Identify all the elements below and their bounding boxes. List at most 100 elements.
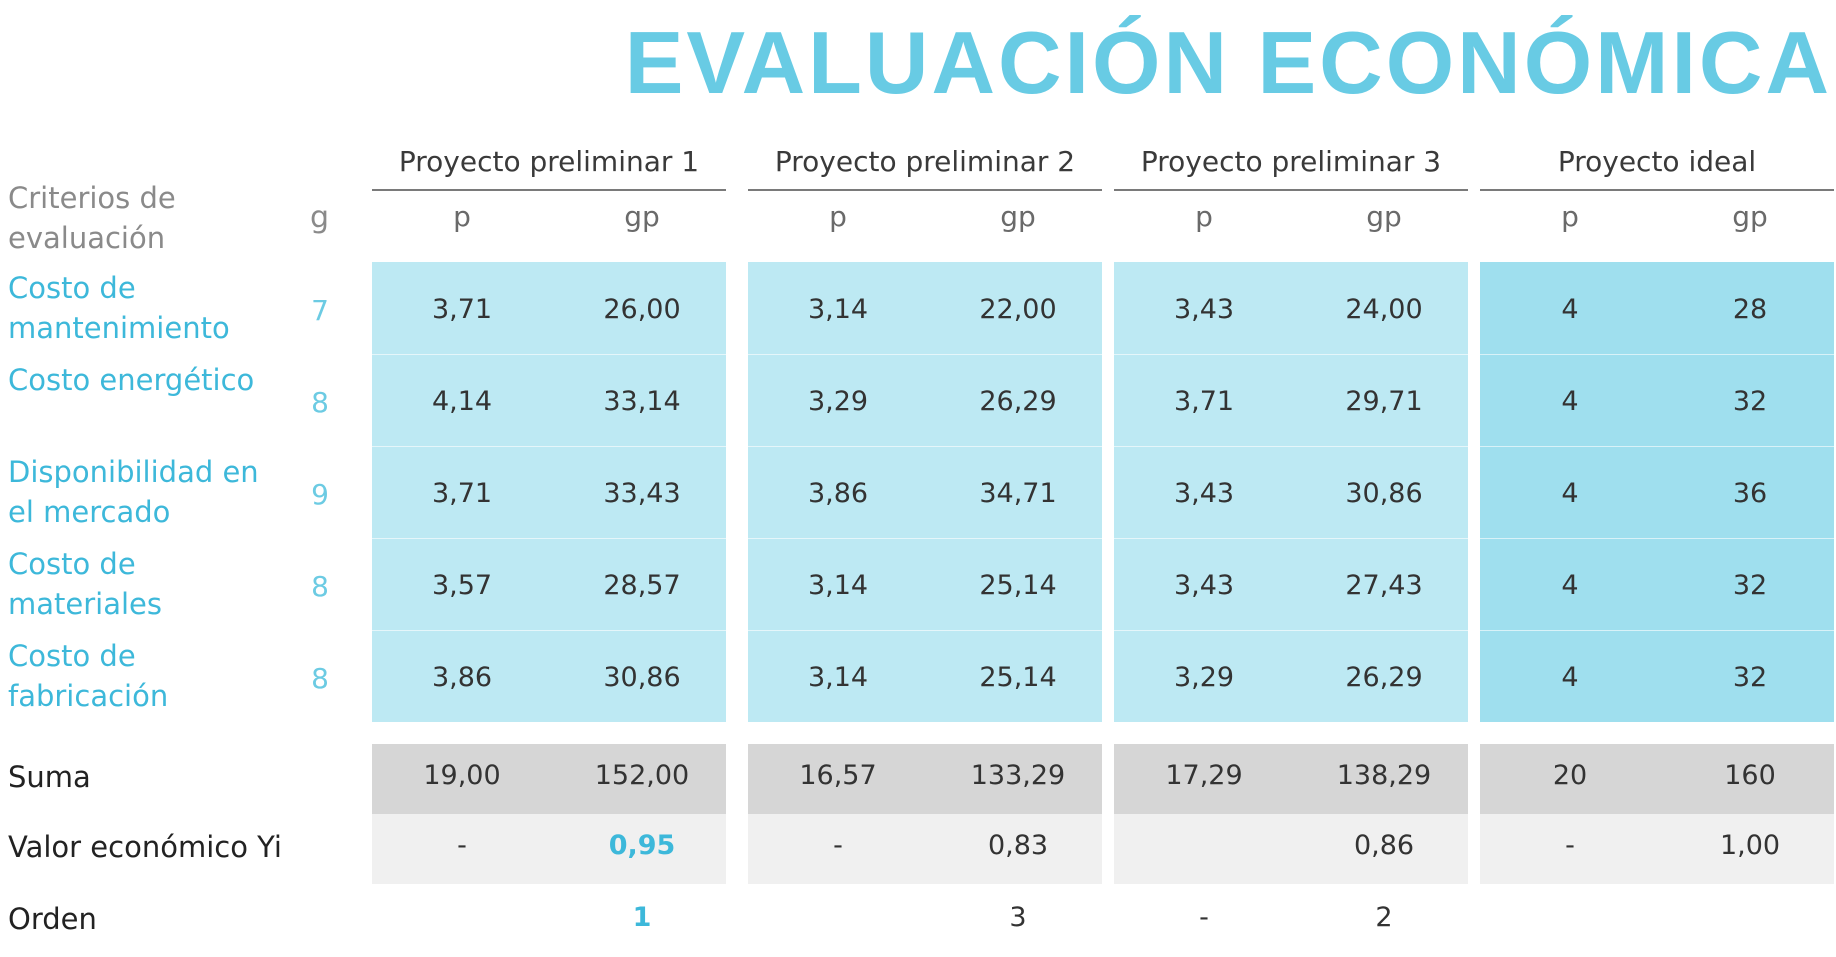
gp-cell: 26,00 [603, 294, 681, 325]
p-subheader: p [1195, 200, 1213, 233]
p-cell: 3,29 [1173, 662, 1235, 693]
p-cell: 3,29 [807, 386, 869, 417]
p-cell: 3,14 [807, 570, 869, 601]
row-separator [1480, 446, 1834, 447]
p-subheader: p [1561, 200, 1579, 233]
gp-cell: 29,71 [1345, 386, 1423, 417]
p-cell: 3,57 [431, 570, 493, 601]
p-cell: 4 [1561, 294, 1579, 325]
gp-cell: 28 [1732, 294, 1768, 325]
p-cell: 4 [1561, 478, 1579, 509]
row-separator [372, 354, 726, 355]
valor-block [1480, 814, 1834, 884]
criterion-weight: 8 [311, 570, 329, 603]
gp-subheader: gp [624, 200, 660, 233]
gp-cell: 32 [1732, 570, 1768, 601]
gp-subheader: gp [1366, 200, 1402, 233]
criterion-label: Costo de fabricación [8, 639, 169, 713]
project-title: Proyecto preliminar 1 [398, 145, 700, 178]
suma-gp-cell: 133,29 [970, 760, 1066, 791]
p-cell: 3,71 [431, 294, 493, 325]
gp-cell: 25,14 [979, 570, 1057, 601]
row-separator [748, 446, 1102, 447]
valor-block [1114, 814, 1468, 884]
row-separator [1114, 630, 1468, 631]
criteria-block [372, 262, 726, 722]
row-separator [748, 354, 1102, 355]
p-cell: 3,86 [807, 478, 869, 509]
suma-label: Suma [8, 760, 91, 794]
gp-cell: 30,86 [603, 662, 681, 693]
suma-block [1480, 744, 1834, 814]
valor-label: Valor económico Yi [8, 830, 282, 864]
gp-subheader: gp [1000, 200, 1036, 233]
row-separator [1480, 538, 1834, 539]
gp-cell: 32 [1732, 662, 1768, 693]
page-title: EVALUACIÓN ECONÓMICA [624, 13, 1832, 112]
gp-cell: 27,43 [1345, 570, 1423, 601]
row-separator [748, 630, 1102, 631]
suma-p-cell: 20 [1552, 760, 1588, 791]
p-subheader: p [829, 200, 847, 233]
orden-p-cell: - [1199, 902, 1209, 933]
suma-block [748, 744, 1102, 814]
suma-gp-cell: 160 [1724, 760, 1776, 791]
p-cell: 4,14 [431, 386, 493, 417]
project-title: Proyecto ideal [1557, 145, 1757, 178]
g-header: g [310, 200, 330, 235]
p-cell: 3,43 [1173, 294, 1235, 325]
valor-gp-cell: 1,00 [1719, 830, 1781, 861]
p-cell: 4 [1561, 386, 1579, 417]
row-separator [1114, 446, 1468, 447]
suma-p-cell: 17,29 [1165, 760, 1243, 791]
valor-p-cell: - [457, 830, 467, 861]
valor-p-cell: - [1565, 830, 1575, 861]
gp-cell: 33,14 [603, 386, 681, 417]
row-separator [372, 446, 726, 447]
valor-block [748, 814, 1102, 884]
gp-cell: 22,00 [979, 294, 1057, 325]
criterion-label: Disponibilidad en el mercado [8, 455, 259, 529]
valor-gp-cell: 0,95 [608, 830, 676, 861]
orden-gp-cell: 3 [1009, 902, 1027, 933]
row-separator [1114, 354, 1468, 355]
row-separator [1480, 354, 1834, 355]
criteria-header: Criterios de evaluación [8, 181, 176, 255]
row-separator [372, 630, 726, 631]
suma-gp-cell: 138,29 [1336, 760, 1432, 791]
gp-subheader: gp [1732, 200, 1768, 233]
project-title: Proyecto preliminar 3 [1140, 145, 1442, 178]
orden-gp-cell: 2 [1375, 902, 1393, 933]
p-cell: 3,43 [1173, 570, 1235, 601]
gp-cell: 34,71 [979, 478, 1057, 509]
suma-p-cell: 16,57 [799, 760, 877, 791]
p-cell: 3,43 [1173, 478, 1235, 509]
p-subheader: p [453, 200, 471, 233]
p-cell: 4 [1561, 570, 1579, 601]
valor-p-cell: - [833, 830, 843, 861]
gp-cell: 25,14 [979, 662, 1057, 693]
criteria-block [1480, 262, 1834, 722]
row-separator [748, 538, 1102, 539]
row-separator [1480, 630, 1834, 631]
row-separator [372, 538, 726, 539]
suma-gp-cell: 152,00 [594, 760, 690, 791]
orden-label: Orden [8, 902, 97, 936]
valor-block [372, 814, 726, 884]
p-cell: 3,86 [431, 662, 493, 693]
p-cell: 3,14 [807, 294, 869, 325]
gp-cell: 36 [1732, 478, 1768, 509]
orden-gp-cell: 1 [632, 902, 652, 933]
criterion-label: Costo energético [8, 363, 255, 397]
valor-gp-cell: 0,83 [987, 830, 1049, 861]
criterion-weight: 8 [311, 386, 329, 419]
criteria-block [748, 262, 1102, 722]
suma-block [1114, 744, 1468, 814]
row-separator [1114, 538, 1468, 539]
project-title: Proyecto preliminar 2 [774, 145, 1076, 178]
project-underline [748, 189, 1102, 191]
gp-cell: 32 [1732, 386, 1768, 417]
criterion-weight: 8 [311, 662, 329, 695]
project-underline [1480, 189, 1834, 191]
gp-cell: 24,00 [1345, 294, 1423, 325]
